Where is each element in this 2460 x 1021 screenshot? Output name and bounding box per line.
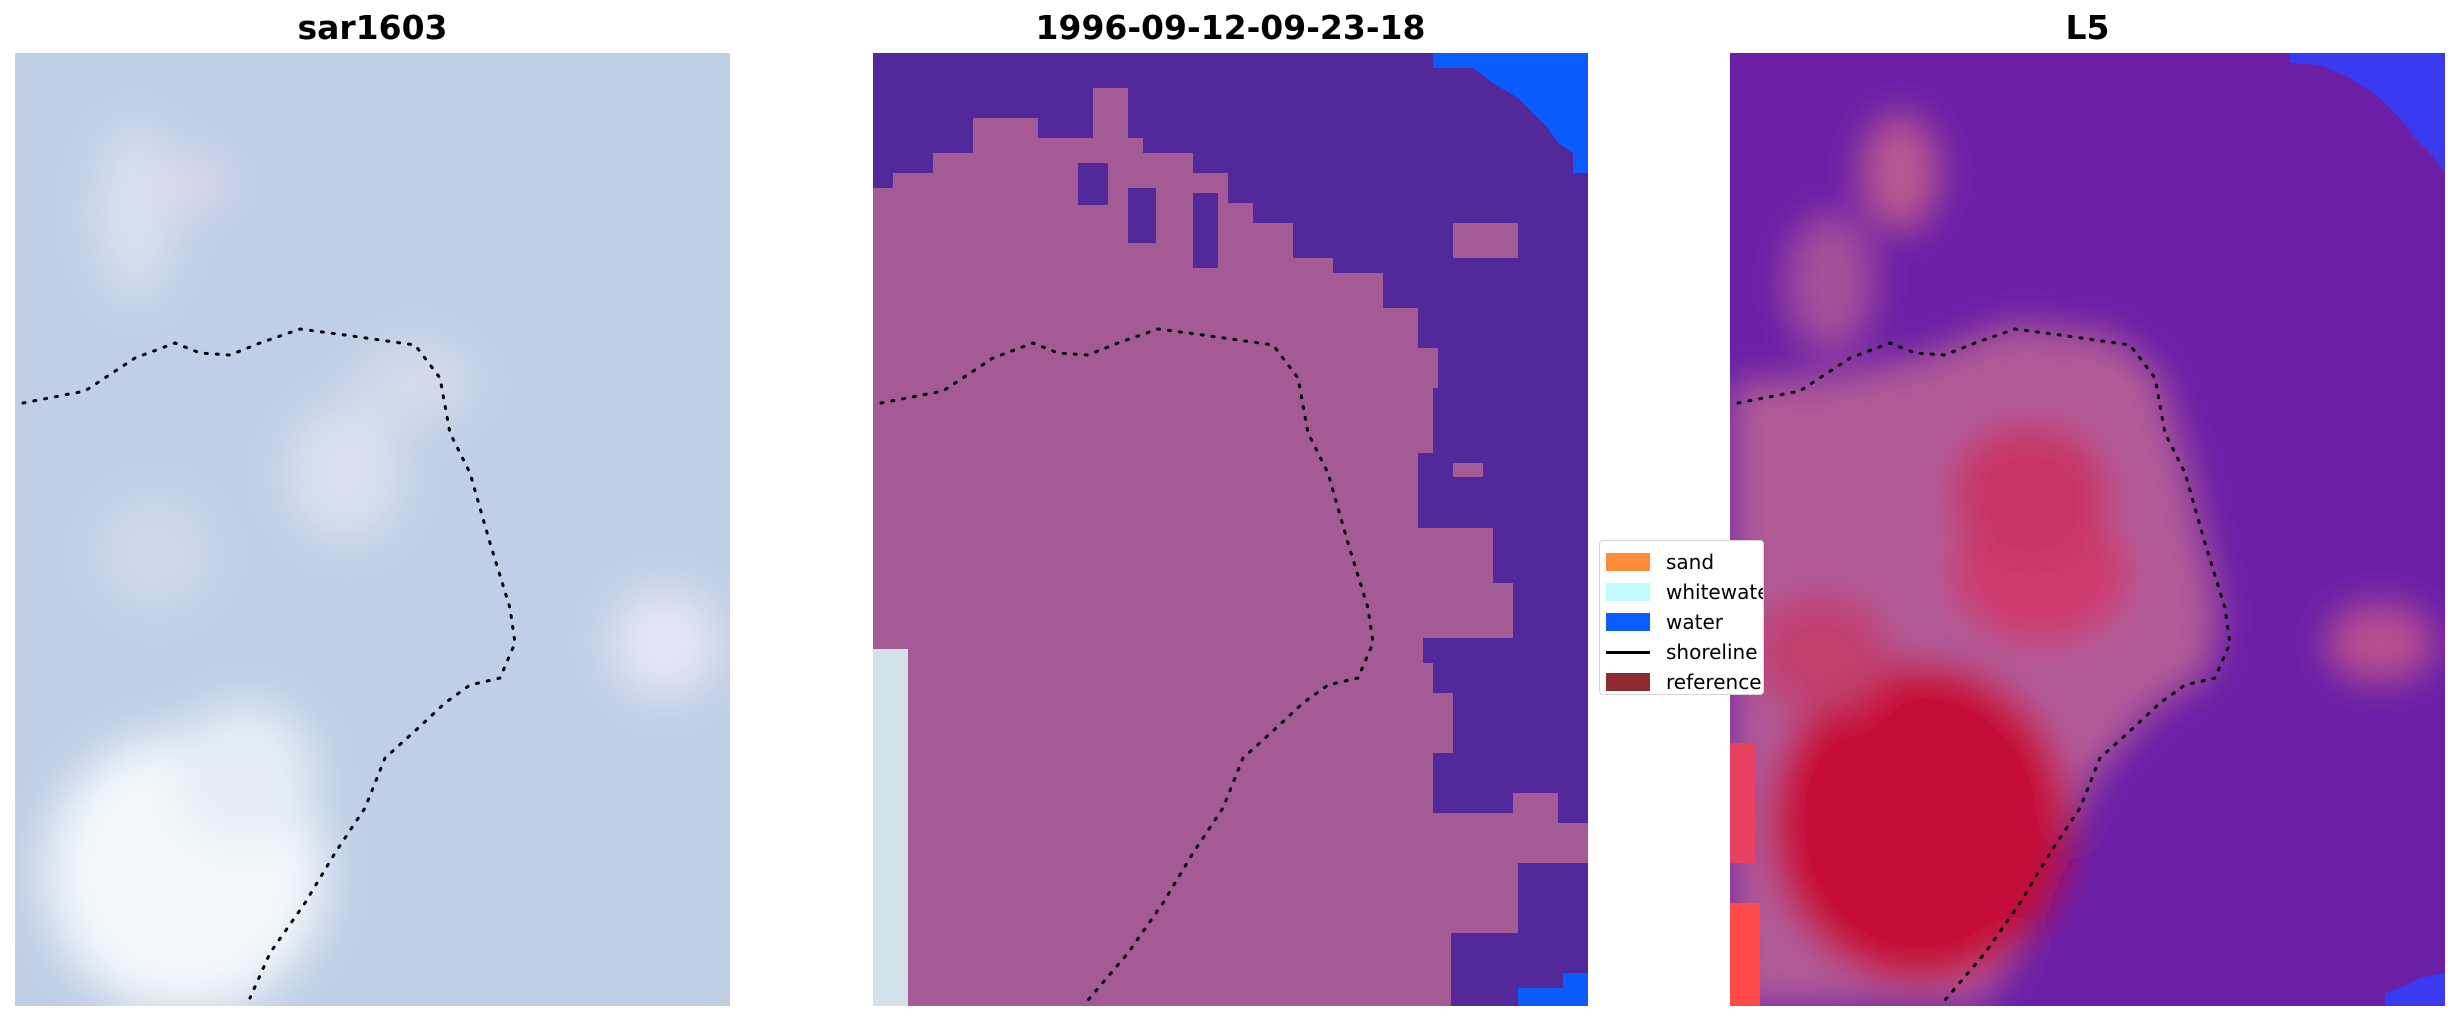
- legend-label-sand: sand: [1666, 550, 1715, 574]
- classified-image-panel: [873, 53, 1588, 1006]
- probability-edge-high: [1730, 903, 1760, 1006]
- legend-item-water: water: [1600, 609, 1763, 635]
- water-holes: [1078, 163, 1218, 268]
- legend-label-whitewater: whitewater: [1666, 580, 1763, 604]
- probability-image-panel: [1730, 53, 2445, 1006]
- classified-shoreline: [879, 327, 1375, 1006]
- land-edge: [908, 703, 930, 863]
- sar-bright-patches: [45, 123, 720, 1006]
- panel-title-l5: L5: [2065, 8, 2110, 47]
- land-class-region: [873, 88, 1588, 1006]
- legend-label-shoreline: shoreline: [1666, 640, 1758, 664]
- legend-item-sand: sand: [1600, 549, 1763, 575]
- land-patch: [1453, 223, 1518, 258]
- legend-swatch-water: [1606, 613, 1650, 631]
- sar-shoreline: [21, 327, 517, 1000]
- legend: sand whitewater water shoreline referenc…: [1599, 540, 1764, 695]
- probability-shoreline: [1736, 327, 2232, 1006]
- legend-swatch-shoreline: [1606, 651, 1650, 654]
- legend-item-shoreline: shoreline: [1600, 639, 1763, 665]
- legend-item-reference: reference: [1600, 669, 1763, 694]
- legend-label-water: water: [1666, 610, 1723, 634]
- probability-edge-mid: [1730, 743, 1755, 863]
- probability-corner-blue: [2290, 53, 2445, 173]
- water-blue-corner-bottom: [1518, 973, 1588, 1006]
- legend-label-reference: reference: [1666, 670, 1762, 694]
- whitewater-edge: [873, 649, 908, 1006]
- probability-corner-blue-bottom: [2385, 973, 2445, 1006]
- panel-title-date: 1996-09-12-09-23-18: [1035, 8, 1426, 47]
- water-blue-corner: [1433, 53, 1588, 173]
- probability-field: [1730, 113, 2435, 1006]
- legend-swatch-whitewater: [1606, 583, 1650, 601]
- legend-swatch-reference: [1606, 673, 1650, 691]
- panel-title-sar: sar1603: [297, 8, 448, 47]
- land-patch: [1453, 463, 1483, 477]
- legend-item-whitewater: whitewater: [1600, 579, 1763, 605]
- sar-image-panel: [15, 53, 730, 1006]
- legend-swatch-sand: [1606, 553, 1650, 571]
